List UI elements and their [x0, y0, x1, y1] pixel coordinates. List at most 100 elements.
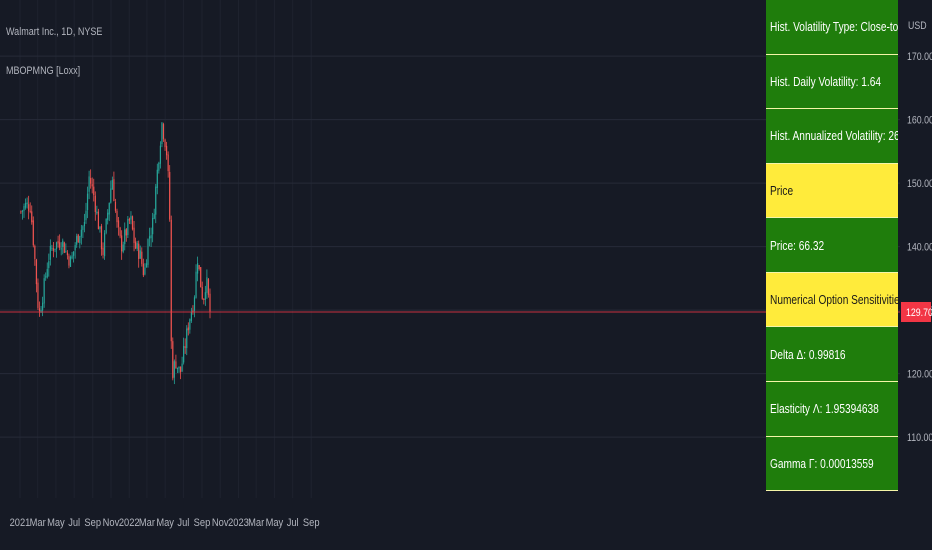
candle-body	[48, 261, 50, 269]
candle-body	[125, 229, 127, 236]
candle-body	[116, 210, 118, 223]
info-table-row: Hist. Annualized Volatility: 26.11	[766, 109, 898, 164]
candle-body	[173, 361, 175, 378]
candle-body	[159, 145, 161, 164]
candle-body	[170, 219, 172, 342]
time-axis-label: 2023	[228, 517, 249, 529]
candle-body	[178, 366, 180, 369]
candle-body	[181, 363, 183, 372]
price-axis-label: 110.00	[907, 432, 932, 444]
candle-body	[111, 180, 113, 190]
current-price-label: 129.70	[906, 307, 932, 319]
info-table-text: Elasticity Λ: 1.95394638	[770, 401, 879, 417]
time-axis-label: Jul	[68, 517, 80, 529]
candle-body	[175, 361, 177, 369]
candle-body	[37, 282, 39, 308]
candle-body	[162, 124, 165, 139]
candle-body	[93, 186, 95, 196]
candle-body	[63, 242, 65, 253]
candle-body	[71, 255, 73, 259]
candle-body	[165, 145, 168, 156]
candle-body	[65, 250, 67, 252]
candle-body	[141, 251, 143, 264]
candle-body	[72, 251, 75, 256]
candle-body	[138, 243, 140, 260]
candle-body	[76, 236, 78, 245]
candle-body	[131, 216, 134, 230]
candle-body	[34, 245, 36, 259]
candle-body	[66, 252, 68, 256]
candle-body	[156, 169, 158, 188]
candle-body	[127, 218, 129, 236]
time-axis-label: 2022	[119, 517, 140, 529]
candle-body	[94, 195, 96, 212]
candle-body	[147, 239, 149, 265]
candle-body	[91, 184, 93, 187]
time-axis-label: Mar	[139, 517, 156, 529]
candle-body	[83, 221, 86, 227]
candle-body	[144, 267, 146, 275]
candle-body	[54, 248, 56, 250]
candle-body	[196, 263, 199, 274]
candle-body	[100, 225, 103, 250]
time-axis-label: Mar	[248, 517, 265, 529]
candle-body	[172, 341, 174, 379]
candle-body	[176, 367, 179, 370]
candle-body	[155, 186, 157, 215]
candle-body	[108, 202, 110, 215]
time-axis-label: Jul	[287, 517, 299, 529]
candle-body	[203, 298, 205, 300]
candle-body	[24, 202, 27, 208]
time-axis-label: May	[266, 517, 284, 529]
candle-body	[40, 310, 42, 313]
candle-body	[107, 212, 109, 220]
info-table-text: Hist. Daily Volatility: 1.64	[770, 73, 882, 89]
candle-body	[161, 122, 163, 144]
candle-body	[179, 366, 182, 373]
candle-body	[133, 227, 135, 243]
symbol-title[interactable]: Walmart Inc., 1D, NYSE	[6, 26, 103, 38]
time-axis-label: May	[47, 517, 65, 529]
candle-body	[90, 178, 92, 184]
candle-body	[184, 346, 186, 348]
info-table-row: Delta Δ: 0.99816	[766, 327, 898, 382]
candle-body	[69, 256, 72, 267]
candle-body	[86, 193, 89, 210]
indicator-title[interactable]: MBOPMNG [Loxx]	[6, 65, 81, 77]
candle-body	[153, 214, 155, 219]
candle-body	[55, 242, 58, 249]
candle-body	[82, 226, 84, 231]
candle-body	[186, 328, 188, 349]
candle-body	[32, 220, 34, 246]
candle-body	[31, 211, 33, 223]
candle-body	[206, 277, 208, 293]
candle-body	[60, 248, 62, 250]
info-table-row: Price: 66.32	[766, 218, 898, 273]
currency-label: USD	[908, 20, 927, 32]
candle-body	[121, 235, 123, 252]
candle-body	[68, 255, 70, 266]
candle-body	[193, 297, 196, 311]
candle-body	[124, 229, 126, 245]
info-table-row: Gamma Γ: 0.00013559	[766, 436, 898, 492]
candle-body	[136, 243, 138, 249]
candle-body	[80, 229, 82, 237]
candle-body	[164, 139, 166, 148]
time-axis-label: Nov	[212, 517, 229, 529]
candle-body	[41, 302, 44, 311]
candle-body	[209, 293, 211, 312]
candle-body	[201, 287, 203, 299]
candle-body	[152, 217, 154, 235]
candle-body	[207, 279, 210, 295]
candle-body	[105, 218, 107, 233]
candle-body	[110, 188, 112, 203]
candle-body	[169, 172, 171, 220]
price-axis-label: 170.00	[907, 51, 932, 63]
candle-body	[79, 236, 81, 244]
candle-body	[21, 210, 24, 212]
candle-body	[187, 327, 189, 331]
candle-body	[113, 179, 115, 202]
candle-body	[134, 241, 137, 249]
